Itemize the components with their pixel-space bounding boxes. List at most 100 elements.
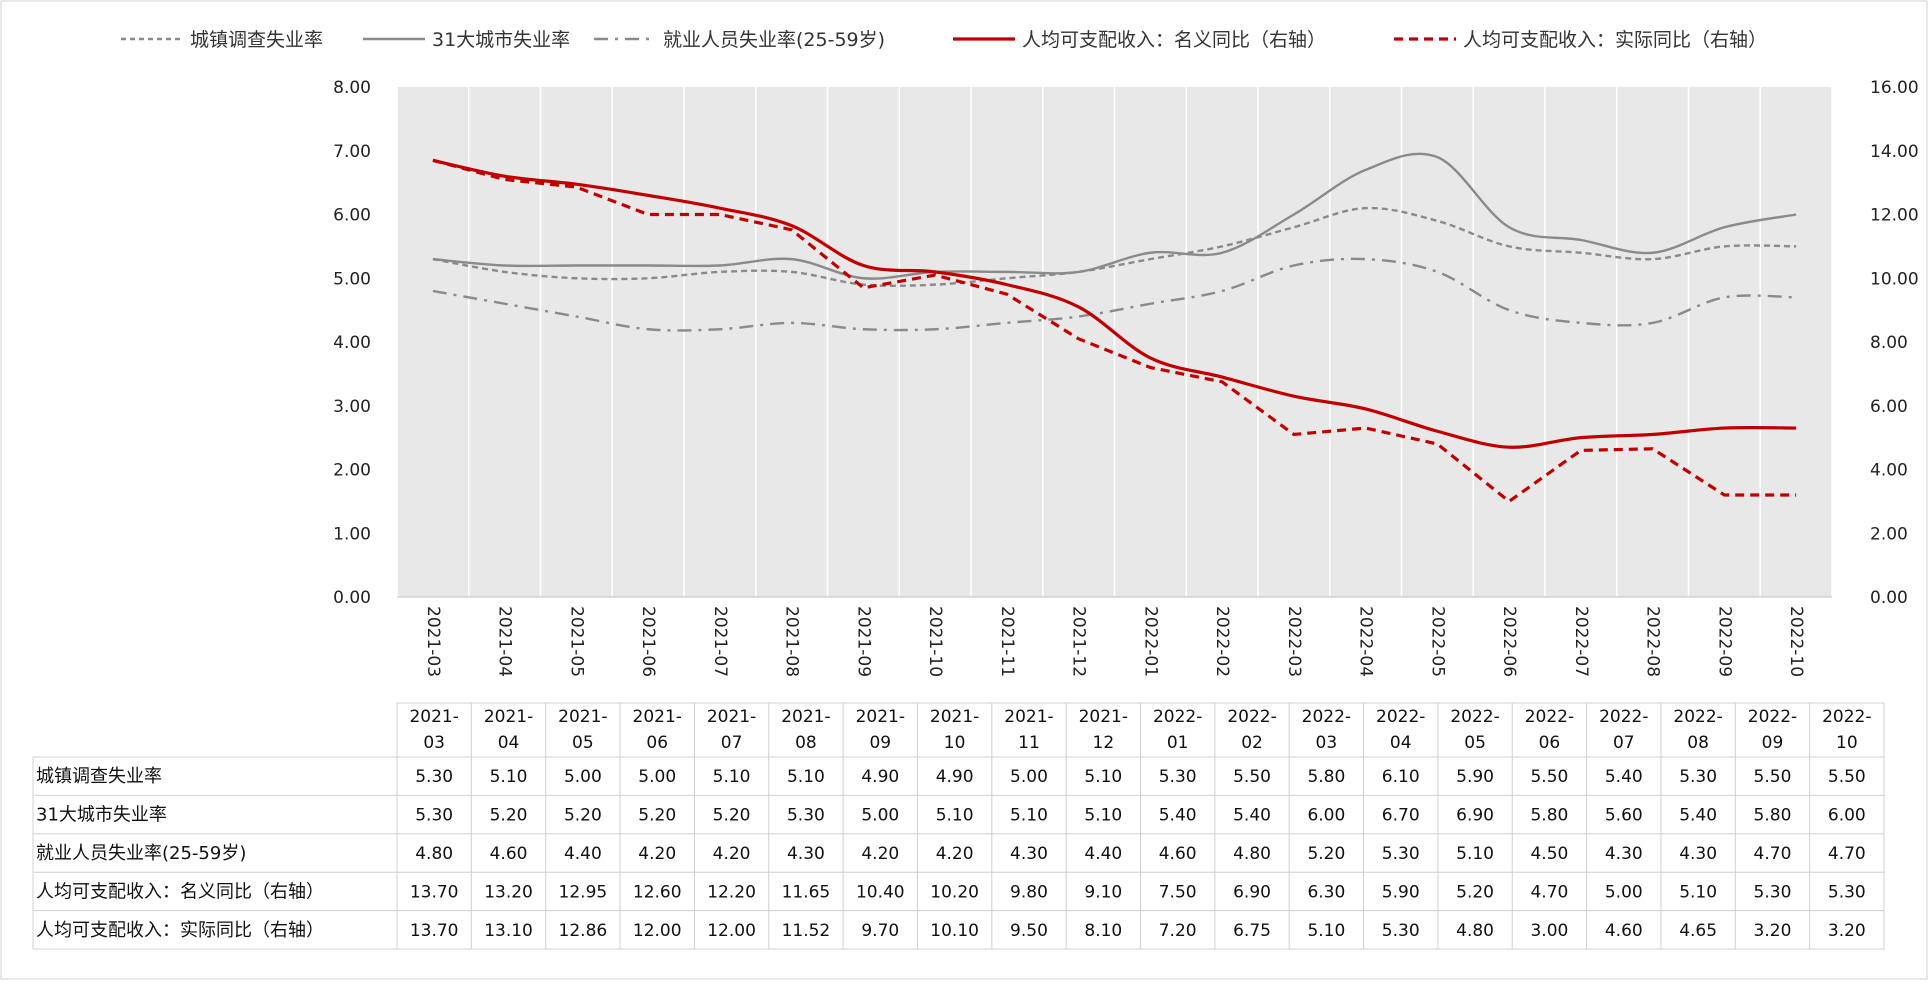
table-cell: 5.10 <box>787 767 825 787</box>
data-table: 2021- 03 2021- 04 2021- 05 2021- 06 2021- 07 2021-… <box>32 702 1885 950</box>
series-line-2 <box>432 257 1797 332</box>
table-header-month: 06 <box>1539 733 1561 753</box>
series-line-0 <box>432 206 1797 288</box>
x-tick-label: 2022-10 <box>1786 606 1806 677</box>
table-cell: 7.20 <box>1159 921 1197 941</box>
y-right-tick-label: 4.00 <box>1870 461 1908 481</box>
series-line-3 <box>432 158 1797 449</box>
table-header-month: 10 <box>1836 733 1858 753</box>
y-left-tick-label: 6.00 <box>333 206 371 226</box>
table-cell: 5.00 <box>1605 882 1643 902</box>
table-cell: 12.00 <box>707 921 756 941</box>
table-cell: 5.20 <box>1456 882 1494 902</box>
table-cell: 5.50 <box>1754 767 1792 787</box>
table-cell: 5.30 <box>1679 767 1717 787</box>
table-cell: 5.80 <box>1307 767 1345 787</box>
table-cell: 5.20 <box>638 806 676 826</box>
table-cell: 4.60 <box>1605 921 1643 941</box>
table-cell: 4.30 <box>787 844 825 864</box>
x-tick-label: 2022-02 <box>1212 606 1232 677</box>
table-cell: 4.20 <box>638 844 676 864</box>
table-header-month: 09 <box>1762 733 1784 753</box>
x-tick-label: 2022-08 <box>1643 606 1663 677</box>
x-tick-label: 2021-05 <box>566 606 586 677</box>
x-tick-label: 2022-07 <box>1571 606 1591 677</box>
table-cell: 5.10 <box>1084 806 1122 826</box>
table-cell: 5.30 <box>1754 882 1792 902</box>
table-header-year: 2022- <box>1748 707 1797 727</box>
table-header-month: 04 <box>1390 733 1412 753</box>
table-cell: 5.20 <box>564 806 602 826</box>
table-cell: 13.70 <box>410 921 459 941</box>
table-cell: 4.90 <box>861 767 899 787</box>
table-cell: 12.00 <box>633 921 682 941</box>
table-cell: 5.90 <box>1456 767 1494 787</box>
table-cell: 5.30 <box>415 767 453 787</box>
table-cell: 10.20 <box>930 882 979 902</box>
x-tick-label: 2021-09 <box>853 606 873 677</box>
legend-entry: 人均可支配收入：实际同比（右轴） <box>1463 29 1767 51</box>
y-left-tick-label: 8.00 <box>333 78 371 98</box>
table-cell: 13.10 <box>484 921 533 941</box>
table-cell: 3.20 <box>1828 921 1866 941</box>
table-cell: 5.10 <box>713 767 751 787</box>
x-tick-label: 2022-05 <box>1427 606 1447 677</box>
y-left-tick-label: 4.00 <box>333 333 371 353</box>
table-cell: 5.40 <box>1233 806 1271 826</box>
table-cell: 4.50 <box>1530 844 1568 864</box>
x-tick-label: 2021-10 <box>925 606 945 677</box>
table-cell: 5.50 <box>1233 767 1271 787</box>
table-cell: 4.20 <box>861 844 899 864</box>
x-tick-label: 2021-06 <box>638 606 658 677</box>
table-cell: 9.70 <box>861 921 899 941</box>
legend-entry: 31大城市失业率 <box>432 29 570 51</box>
table-cell: 9.50 <box>1010 921 1048 941</box>
table-cell: 6.90 <box>1456 806 1494 826</box>
table-header-month: 06 <box>646 733 668 753</box>
table-cell: 5.00 <box>861 806 899 826</box>
table-header-year: 2022- <box>1153 707 1202 727</box>
table-header-month: 03 <box>1316 733 1338 753</box>
table-cell: 4.80 <box>415 844 453 864</box>
table-cell: 12.86 <box>559 921 608 941</box>
table-cell: 4.20 <box>713 844 751 864</box>
x-tick-label: 2022-03 <box>1284 606 1304 677</box>
table-header-month: 05 <box>1464 733 1486 753</box>
table-cell: 5.30 <box>1382 921 1420 941</box>
table-cell: 4.60 <box>1159 844 1197 864</box>
table-cell: 5.20 <box>490 806 528 826</box>
table-cell: 5.30 <box>415 806 453 826</box>
table-header-month: 08 <box>795 733 817 753</box>
table-cell: 11.52 <box>782 921 831 941</box>
table-cell: 5.90 <box>1382 882 1420 902</box>
table-cell: 5.10 <box>1307 921 1345 941</box>
table-cell: 5.10 <box>936 806 974 826</box>
table-header-year: 2022- <box>1599 707 1648 727</box>
table-cell: 13.70 <box>410 882 459 902</box>
table-cell: 10.40 <box>856 882 905 902</box>
table-header-month: 12 <box>1093 733 1115 753</box>
table-cell: 5.10 <box>1010 806 1048 826</box>
table-header-year: 2022- <box>1302 707 1351 727</box>
y-left-tick-label: 3.00 <box>333 397 371 417</box>
table-cell: 6.10 <box>1382 767 1420 787</box>
table-cell: 5.40 <box>1159 806 1197 826</box>
table-cell: 6.75 <box>1233 921 1271 941</box>
table-cell: 4.30 <box>1605 844 1643 864</box>
table-cell: 5.10 <box>1679 882 1717 902</box>
table-header-month: 11 <box>1018 733 1040 753</box>
table-cell: 3.20 <box>1754 921 1792 941</box>
table-row-label: 人均可支配收入：名义同比（右轴） <box>36 881 324 902</box>
table-cell: 5.10 <box>1456 844 1494 864</box>
table-cell: 5.10 <box>1084 767 1122 787</box>
x-tick-label: 2021-12 <box>1069 606 1089 677</box>
legend-entry: 人均可支配收入：名义同比（右轴） <box>1022 29 1326 51</box>
table-cell: 4.80 <box>1233 844 1271 864</box>
table-header-year: 2022- <box>1673 707 1722 727</box>
table-cell: 12.20 <box>707 882 756 902</box>
x-tick-label: 2021-11 <box>997 606 1017 677</box>
table-cell: 5.00 <box>638 767 676 787</box>
table-cell: 4.30 <box>1679 844 1717 864</box>
table-cell: 5.80 <box>1530 806 1568 826</box>
